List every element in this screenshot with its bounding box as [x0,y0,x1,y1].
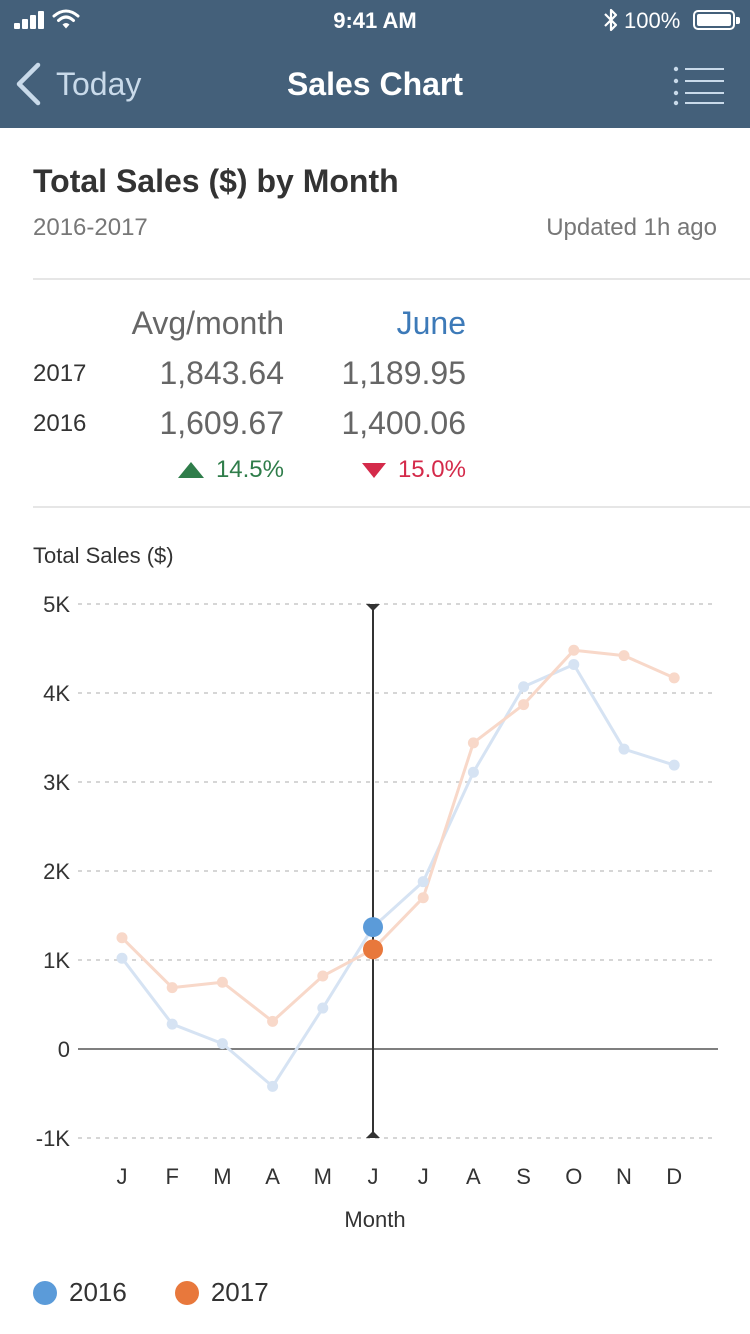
updated-timestamp: Updated 1h ago [546,214,717,241]
data-point [166,1018,178,1030]
bluetooth-icon [604,8,618,32]
series-line-2017 [120,648,675,1023]
row-year-label: 2016 [33,410,87,437]
data-point [116,932,128,944]
y-tick-label: -1K [36,1126,71,1151]
x-tick-label: J [368,1164,379,1189]
data-point [668,672,680,684]
y-tick-label: 0 [58,1037,70,1062]
x-tick-label: J [117,1164,128,1189]
list-menu-icon[interactable] [672,66,726,106]
legend-item-2016[interactable]: 2016 [33,1277,127,1308]
chart-title: Total Sales ($) by Month [33,163,399,199]
month-change: 15.0% [300,456,466,484]
data-point [216,976,228,988]
legend-swatch [174,1280,199,1305]
x-tick-label: O [565,1164,582,1189]
x-tick-label: A [265,1164,280,1189]
avg-value: 1,609.67 [159,405,284,441]
month-value: 1,400.06 [341,405,466,441]
avg-change: 14.5% [80,456,284,484]
y-axis-title: Total Sales ($) [33,543,174,568]
avg-change-value: 14.5% [215,456,284,483]
data-point [568,659,580,671]
data-point [467,766,479,778]
crosshair-top-marker [366,604,380,611]
series-line-2016 [120,663,675,1088]
signal-icon [14,11,48,29]
status-time: 9:41 AM [333,8,417,33]
data-point [668,759,680,771]
avg-value: 1,843.64 [159,355,284,391]
x-tick-label: M [314,1164,332,1189]
divider [33,506,750,508]
y-tick-label: 2K [43,859,70,884]
row-year-label: 2017 [33,360,87,387]
triangle-up-icon [177,462,204,478]
x-tick-label: A [466,1164,481,1189]
x-tick-label: J [418,1164,429,1189]
y-tick-label: 3K [43,770,70,795]
data-point [116,952,128,964]
highlight-point-2017 [363,939,383,960]
date-range: 2016-2017 [33,214,148,241]
month-value: 1,189.95 [341,355,466,391]
crosshair-bottom-marker [366,1131,380,1138]
data-point [518,681,530,693]
data-point [216,1038,228,1050]
legend-swatch [33,1280,57,1305]
data-point [166,982,178,994]
data-point [618,743,630,755]
data-point [618,650,630,662]
x-tick-label: D [666,1164,682,1189]
y-tick-label: 1K [43,948,70,973]
back-button[interactable]: Today [14,62,141,106]
x-tick-label: F [165,1164,178,1189]
battery-icon [693,10,740,30]
nav-bar: Today Sales Chart [0,40,750,128]
y-tick-label: 5K [43,592,70,617]
data-point [467,737,479,749]
data-point [267,1080,279,1092]
legend-item-2017[interactable]: 2017 [174,1277,269,1308]
x-tick-label: N [616,1164,632,1189]
chevron-left-icon [16,62,41,106]
data-point [568,644,580,656]
highlight-point-2016 [363,917,383,938]
legend-label: 2016 [69,1277,127,1307]
battery-percent: 100% [624,8,681,33]
data-point [317,970,329,982]
month-change-value: 15.0% [397,456,466,483]
x-axis-title: Month [344,1207,405,1232]
sales-line-chart[interactable]: -1K 0 1K 2K 3K 4K 5K J F M A M J J A S O N D Month [0,580,750,1260]
back-label: Today [56,65,142,102]
avg-column-header: Avg/month [131,305,284,341]
x-tick-label: M [213,1164,231,1189]
data-point [417,876,429,888]
x-tick-label: S [516,1164,531,1189]
divider [33,278,750,280]
data-point [317,1002,329,1014]
data-point [267,1015,279,1027]
chart-legend: 2016 2017 [33,1277,317,1308]
triangle-down-icon [361,462,386,478]
month-column-header: June [396,305,466,341]
y-tick-label: 4K [43,681,70,706]
wifi-icon [52,9,80,29]
legend-label: 2017 [210,1277,269,1307]
status-bar: 9:41 AM 100% [0,0,750,40]
data-point [518,699,530,711]
data-point [417,892,429,904]
